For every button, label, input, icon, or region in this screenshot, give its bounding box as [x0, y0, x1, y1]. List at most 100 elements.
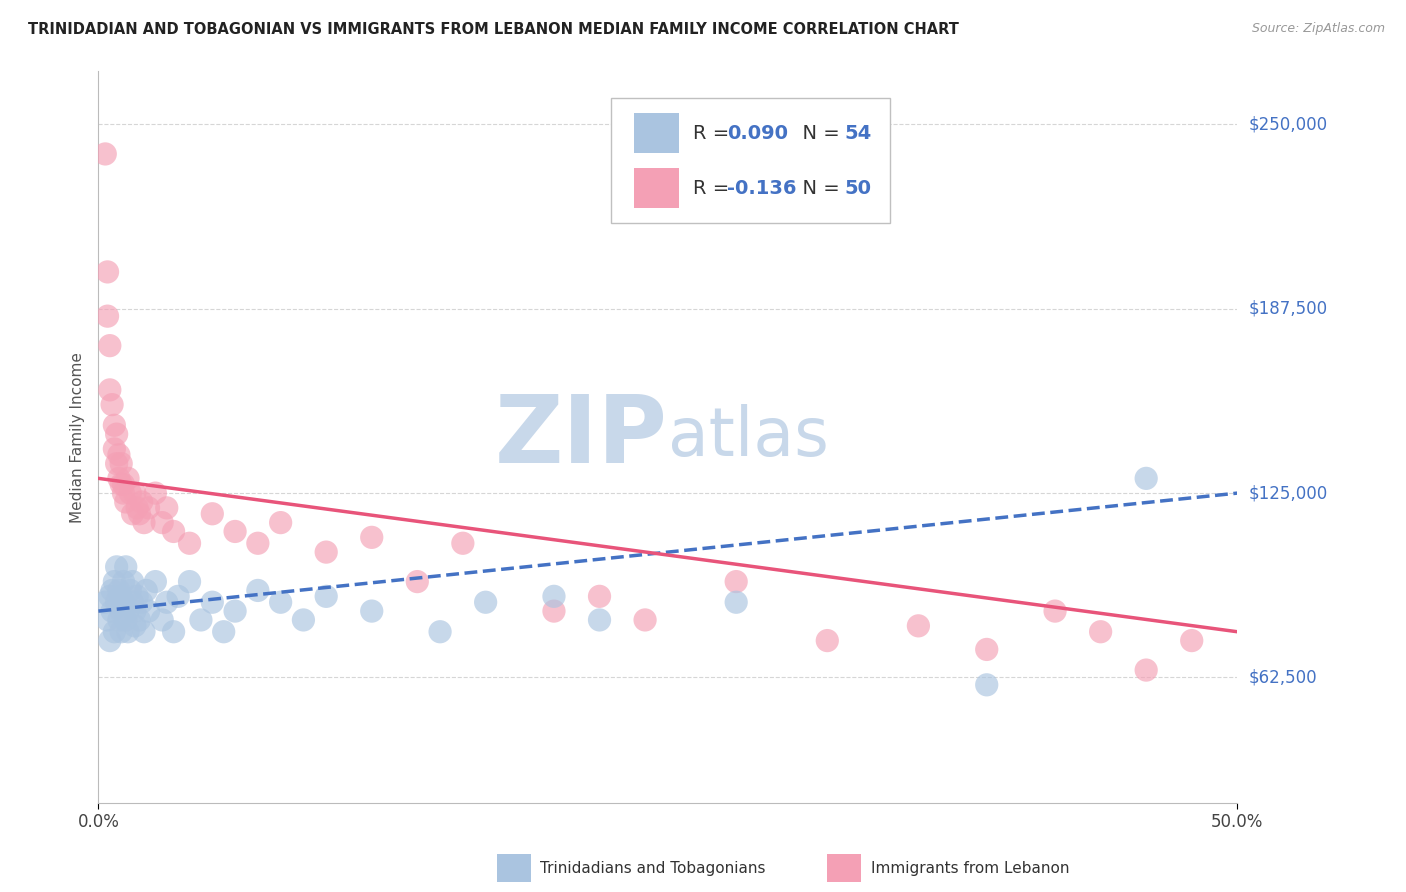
Point: [315, 590, 337, 604]
Point: [1135, 471, 1157, 485]
Point: [1043, 604, 1066, 618]
Point: [101, 583, 124, 598]
Point: [105, 595, 128, 609]
Point: [103, 574, 125, 589]
Text: atlas: atlas: [668, 404, 828, 470]
Point: [976, 678, 998, 692]
Point: [112, 486, 135, 500]
Point: [360, 604, 382, 618]
Point: [167, 590, 190, 604]
Text: 50: 50: [845, 178, 872, 197]
Point: [117, 624, 139, 639]
Point: [131, 595, 153, 609]
Point: [292, 613, 315, 627]
Point: [201, 507, 224, 521]
Point: [179, 574, 201, 589]
Y-axis label: Median Family Income: Median Family Income: [70, 351, 86, 523]
Point: [150, 516, 173, 530]
Text: $250,000: $250,000: [1249, 115, 1327, 134]
Point: [815, 633, 838, 648]
Point: [179, 536, 201, 550]
Point: [224, 524, 246, 539]
Text: N =: N =: [790, 124, 845, 143]
Point: [127, 500, 149, 515]
Point: [1135, 663, 1157, 677]
Text: Immigrants from Lebanon: Immigrants from Lebanon: [870, 861, 1069, 876]
Point: [138, 604, 160, 618]
Point: [110, 590, 132, 604]
Point: [190, 613, 212, 627]
Point: [117, 604, 139, 618]
Point: [132, 516, 155, 530]
Point: [132, 624, 155, 639]
Point: [162, 524, 184, 539]
Point: [725, 595, 748, 609]
Point: [96, 265, 118, 279]
FancyBboxPatch shape: [612, 98, 890, 223]
Point: [117, 471, 139, 485]
Point: [114, 495, 136, 509]
Text: N =: N =: [790, 178, 845, 197]
Point: [588, 613, 610, 627]
FancyBboxPatch shape: [498, 854, 531, 882]
Point: [120, 486, 142, 500]
Point: [112, 574, 135, 589]
Point: [201, 595, 224, 609]
Point: [131, 495, 153, 509]
Point: [121, 507, 143, 521]
Point: [108, 613, 131, 627]
Point: [224, 604, 246, 618]
Point: [108, 448, 131, 462]
FancyBboxPatch shape: [827, 854, 862, 882]
Point: [94, 147, 117, 161]
Text: $187,500: $187,500: [1249, 300, 1327, 318]
Point: [127, 590, 149, 604]
Point: [96, 613, 118, 627]
Text: Source: ZipAtlas.com: Source: ZipAtlas.com: [1251, 22, 1385, 36]
Point: [105, 457, 128, 471]
Point: [110, 604, 132, 618]
Point: [135, 583, 157, 598]
Point: [162, 624, 184, 639]
Point: [145, 574, 167, 589]
Point: [138, 500, 160, 515]
Point: [108, 471, 131, 485]
Point: [124, 619, 146, 633]
Point: [94, 595, 117, 609]
Point: [360, 530, 382, 544]
Point: [270, 516, 292, 530]
Point: [121, 574, 143, 589]
Point: [1181, 633, 1204, 648]
Point: [543, 604, 565, 618]
Point: [110, 624, 132, 639]
Point: [976, 642, 998, 657]
Point: [112, 595, 135, 609]
Point: [128, 507, 150, 521]
Point: [103, 418, 125, 433]
Point: [429, 624, 451, 639]
Point: [112, 477, 135, 491]
Point: [124, 486, 146, 500]
Point: [108, 583, 131, 598]
Point: [315, 545, 337, 559]
Text: R =: R =: [693, 124, 735, 143]
Point: [103, 624, 125, 639]
Point: [98, 339, 121, 353]
Text: ZIP: ZIP: [495, 391, 668, 483]
Point: [103, 442, 125, 456]
Point: [150, 613, 173, 627]
Point: [124, 604, 146, 618]
Text: $125,000: $125,000: [1249, 484, 1327, 502]
Text: 54: 54: [845, 124, 872, 143]
Point: [101, 398, 124, 412]
Point: [128, 613, 150, 627]
Text: 0.090: 0.090: [727, 124, 789, 143]
Point: [98, 590, 121, 604]
Point: [588, 590, 610, 604]
Text: $62,500: $62,500: [1249, 668, 1317, 687]
Point: [474, 595, 496, 609]
Point: [121, 595, 143, 609]
Point: [907, 619, 929, 633]
Point: [114, 559, 136, 574]
Point: [105, 427, 128, 442]
